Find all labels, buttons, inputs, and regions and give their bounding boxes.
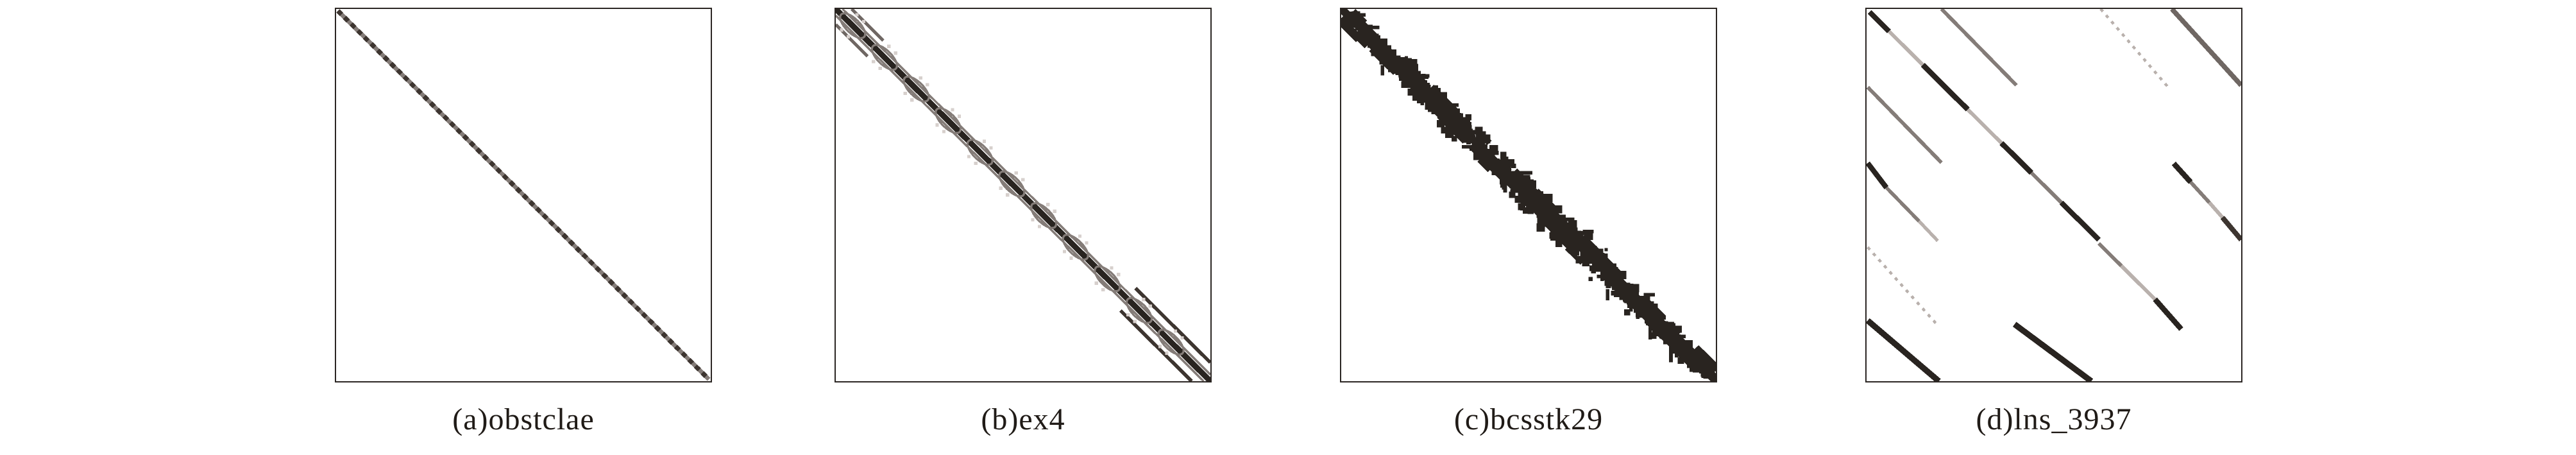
spy-panel-obstclae: (a)obstclae: [335, 8, 712, 437]
spy-plot-canvas-obstclae: [336, 9, 711, 381]
panel-caption-b: (b)ex4: [981, 402, 1065, 436]
panel-caption-d: (d)lns_3937: [1976, 402, 2132, 436]
spy-plot-canvas-ex4: [836, 9, 1210, 381]
matrix-plot-frame-ex4: [835, 8, 1212, 382]
matrix-plot-frame-lns-3937: [1865, 8, 2242, 382]
spy-plot-canvas-lns-3937: [1867, 9, 2241, 381]
matrix-plot-frame-bcsstk29: [1340, 8, 1717, 382]
spy-plot-canvas-bcsstk29: [1341, 9, 1716, 381]
spy-panel-ex4: (b)ex4: [835, 8, 1212, 437]
panel-caption-c: (c)bcsstk29: [1453, 402, 1604, 436]
spy-panel-lns-3937: (d)lns_3937: [1865, 8, 2242, 437]
panel-caption-a: (a)obstclae: [452, 402, 595, 436]
matrix-plot-frame-obstclae: [335, 8, 712, 382]
spy-panel-bcsstk29: (c)bcsstk29: [1340, 8, 1717, 437]
